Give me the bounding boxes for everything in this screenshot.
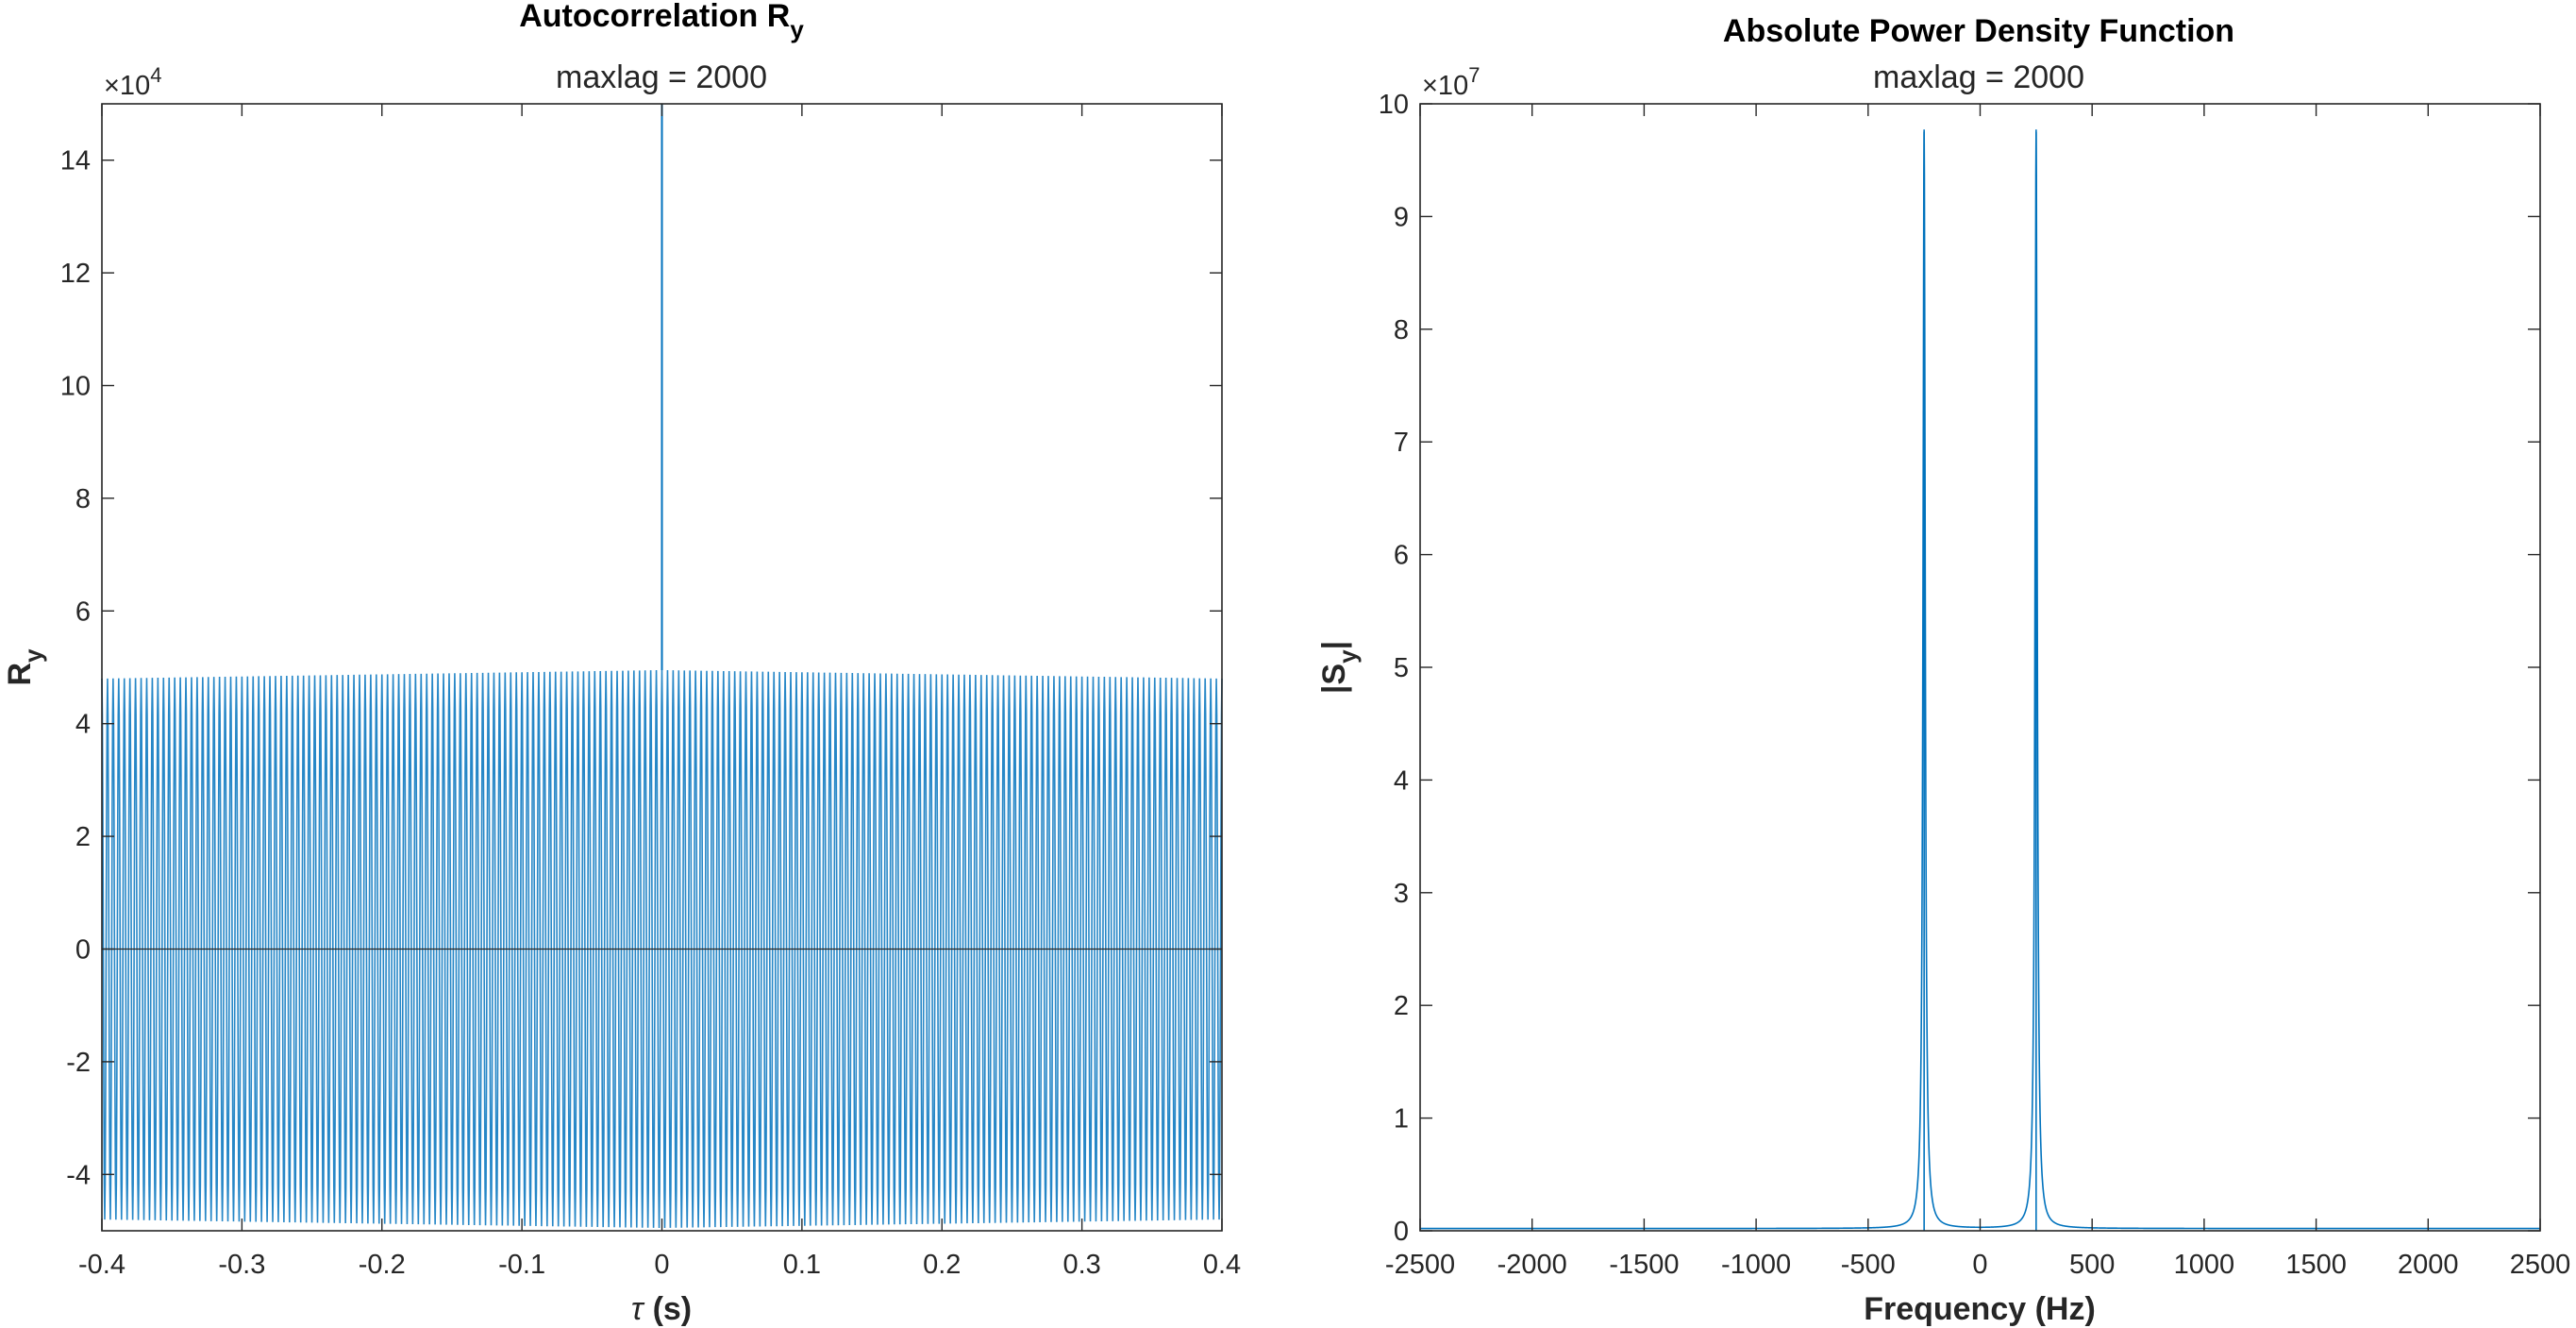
chart2-data-layer [1420, 129, 2540, 1231]
chart2-x-tick-label: 2000 [2398, 1250, 2459, 1280]
chart1-y-tick-label: 8 [75, 484, 91, 514]
chart1-x-tick-label: 0.1 [783, 1250, 821, 1280]
chart2-x-tick-label: -500 [1841, 1250, 1896, 1280]
chart1-x-axis-label: τ (s) [631, 1291, 692, 1327]
chart2-y-tick-label: 3 [1394, 879, 1409, 909]
autocorrelation-chart: Autocorrelation Ry maxlag = 2000 ×104 -0… [2, 0, 1241, 1327]
chart1-y-tick-label: 2 [75, 822, 91, 852]
chart2-y-tick-label: 2 [1394, 991, 1409, 1021]
chart1-data-layer [101, 104, 1223, 1228]
chart2-y-axis-label: |Sy| [1316, 641, 1362, 694]
chart1-y-tick-label: 10 [60, 372, 91, 402]
chart1-x-tick-label: 0.2 [923, 1250, 961, 1280]
chart2-y-tick-label: 5 [1394, 653, 1409, 683]
chart2-x-tick-label: 1500 [2285, 1250, 2347, 1280]
power-density-chart: Absolute Power Density Function maxlag =… [1316, 13, 2570, 1327]
chart1-y-multiplier: ×104 [104, 63, 161, 101]
chart1-axes: -0.4 -0.3 -0.2 -0.1 0 0.1 0.2 0.3 0.4 -4 -2 0 2 4 6 8 10… [60, 104, 1241, 1280]
chart2-axes: -2500 -2000 -1500 -1000 -500 0 500 1000 1500 2000… [1379, 90, 2571, 1280]
chart2-y-tick-label: 8 [1394, 315, 1409, 345]
chart1-x-tick-label: 0.3 [1062, 1250, 1100, 1280]
chart1-title: Autocorrelation Ry [519, 0, 804, 43]
chart1-subtitle: maxlag = 2000 [556, 59, 767, 95]
chart2-x-tick-label: 1000 [2174, 1250, 2235, 1280]
chart2-x-tick-label: 2500 [2510, 1250, 2571, 1280]
chart2-x-tick-label: -1000 [1721, 1250, 1791, 1280]
chart1-y-tick-label: 12 [60, 259, 91, 289]
chart1-x-tick-label: -0.4 [78, 1250, 125, 1280]
chart2-series-line [1420, 129, 2540, 1230]
chart1-y-tick-label: -2 [66, 1048, 91, 1078]
chart1-y-tick-label: -4 [66, 1160, 91, 1190]
chart1-x-tick-label: -0.2 [359, 1250, 406, 1280]
chart2-x-axis-label: Frequency (Hz) [1864, 1291, 2096, 1327]
chart2-x-tick-label: -1500 [1609, 1250, 1679, 1280]
chart2-y-tick-label: 6 [1394, 541, 1409, 571]
chart1-y-tick-label: 0 [75, 935, 91, 966]
chart2-y-tick-label: 9 [1394, 202, 1409, 232]
chart2-y-tick-label: 7 [1394, 428, 1409, 458]
chart1-y-axis-label: Ry [2, 648, 47, 686]
chart1-y-tick-label: 14 [60, 146, 91, 177]
chart1-series-line [101, 669, 1223, 1228]
chart2-x-tick-label: 0 [1972, 1250, 1987, 1280]
chart2-x-tick-label: -2000 [1497, 1250, 1567, 1280]
chart2-y-tick-label: 0 [1394, 1217, 1409, 1247]
chart2-plot-frame [1419, 103, 2541, 1232]
chart1-y-tick-label: 4 [75, 710, 91, 740]
chart2-subtitle: maxlag = 2000 [1873, 59, 2084, 95]
chart1-x-tick-label: -0.3 [218, 1250, 265, 1280]
chart2-y-tick-label: 10 [1379, 90, 1409, 120]
chart2-y-tick-label: 1 [1394, 1104, 1409, 1135]
chart1-x-tick-label: 0.4 [1203, 1250, 1241, 1280]
chart2-x-tick-label: -2500 [1385, 1250, 1455, 1280]
chart2-y-tick-label: 4 [1394, 765, 1409, 796]
chart1-x-tick-label: -0.1 [498, 1250, 545, 1280]
chart1-x-tick-label: 0 [654, 1250, 669, 1280]
chart2-title: Absolute Power Density Function [1723, 13, 2234, 49]
chart2-y-multiplier: ×107 [1422, 63, 1480, 101]
chart2-x-tick-label: 500 [2069, 1250, 2115, 1280]
chart1-y-tick-label: 6 [75, 597, 91, 627]
